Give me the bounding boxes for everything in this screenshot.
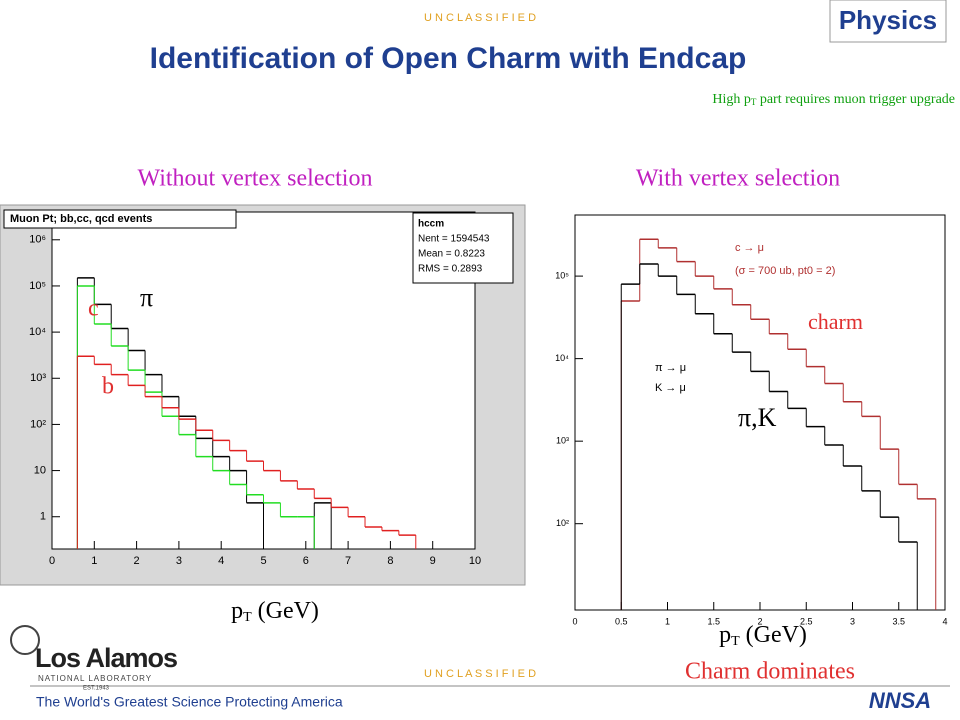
caption: With vertex selection bbox=[636, 166, 840, 192]
x-tick-label: 1 bbox=[91, 555, 97, 567]
title: Identification of Open Charm with Endcap bbox=[150, 42, 747, 75]
x-tick-label: 1.5 bbox=[707, 616, 720, 626]
plot-area bbox=[51, 211, 476, 550]
x-tick-label: 4 bbox=[218, 555, 224, 567]
x-tick-label: 0 bbox=[49, 555, 55, 567]
y-tick-label: 1 bbox=[40, 511, 46, 523]
plot-title: Muon Pt; bb,cc, qcd events bbox=[10, 213, 152, 225]
x-tick-label: 7 bbox=[345, 555, 351, 567]
x-tick-label: 0.5 bbox=[615, 616, 628, 626]
y-tick-label: 10⁶ bbox=[29, 234, 46, 246]
label-text: p bbox=[719, 622, 731, 648]
x-tick-label: 2.5 bbox=[800, 616, 813, 626]
y-tick-label: 10³ bbox=[30, 372, 46, 384]
y-tick-label: 10² bbox=[30, 418, 46, 430]
label-text: (GeV) bbox=[740, 622, 807, 648]
x-tick-label: 9 bbox=[430, 555, 436, 567]
tagline: The World's Greatest Science Protecting … bbox=[36, 694, 343, 710]
y-tick-label: 10² bbox=[556, 518, 569, 528]
x-tick-label: 10 bbox=[469, 555, 481, 567]
classification: U N C L A S S I F I E D bbox=[424, 12, 536, 24]
note-text: High p bbox=[712, 92, 751, 107]
x-tick-label: 2 bbox=[134, 555, 140, 567]
x-axis-label: pT (GeV) bbox=[719, 622, 807, 650]
label-sub: T bbox=[243, 610, 252, 625]
x-tick-label: 4 bbox=[942, 616, 947, 626]
label-sub: T bbox=[731, 634, 740, 649]
series-label: charm bbox=[808, 309, 863, 334]
y-tick-label: 10³ bbox=[556, 436, 569, 446]
stats-line: hccm bbox=[418, 219, 444, 230]
stats-line: Nent = 1594543 bbox=[418, 234, 490, 245]
label-text: (GeV) bbox=[252, 598, 319, 624]
note-sub: T bbox=[751, 97, 757, 107]
classification: U N C L A S S I F I E D bbox=[424, 668, 536, 680]
note: High pT part requires muon trigger upgra… bbox=[712, 92, 955, 107]
x-tick-label: 6 bbox=[303, 555, 309, 567]
x-tick-label: 2 bbox=[757, 616, 762, 626]
stats-box bbox=[412, 212, 514, 284]
y-tick-label: 10 bbox=[34, 464, 46, 476]
caption: Without vertex selection bbox=[138, 166, 373, 192]
series-label: π bbox=[140, 283, 153, 312]
x-axis-label: pT (GeV) bbox=[231, 598, 319, 626]
conclusion: Charm dominates bbox=[685, 659, 855, 685]
plot-title-box bbox=[3, 209, 237, 229]
note-text: part requires muon trigger upgrade bbox=[756, 92, 955, 107]
legend-entry: (σ = 700 ub, pt0 = 2) bbox=[735, 265, 835, 277]
x-tick-label: 5 bbox=[260, 555, 266, 567]
y-tick-label: 10⁵ bbox=[29, 280, 46, 292]
x-tick-label: 3 bbox=[850, 616, 855, 626]
lanl-logo: Los Alamos bbox=[35, 643, 177, 673]
legend-entry: π → μ bbox=[655, 362, 686, 374]
lanl-emblem bbox=[10, 625, 40, 655]
x-tick-label: 3 bbox=[176, 555, 182, 567]
series-label: c bbox=[88, 296, 99, 322]
label-text: p bbox=[231, 598, 243, 624]
lanl-sub: NATIONAL LABORATORY bbox=[38, 674, 152, 683]
x-tick-label: 0 bbox=[572, 616, 577, 626]
lanl-est: EST.1943 bbox=[83, 686, 110, 692]
stats-line: RMS = 0.2893 bbox=[418, 264, 483, 275]
x-tick-label: 8 bbox=[387, 555, 393, 567]
physics-logo bbox=[829, 0, 947, 43]
series-label: π,K bbox=[738, 403, 777, 432]
y-tick-label: 10⁴ bbox=[29, 326, 46, 338]
series-label: b bbox=[102, 374, 114, 400]
legend-entry: c → μ bbox=[735, 242, 764, 254]
physics-logo-text: Physics bbox=[839, 5, 937, 35]
x-tick-label: 1 bbox=[665, 616, 670, 626]
legend-entry: K → μ bbox=[655, 382, 686, 394]
nnsa-logo: NNSA bbox=[869, 688, 931, 713]
stats-line: Mean = 0.8223 bbox=[418, 249, 485, 260]
y-tick-label: 10⁴ bbox=[555, 353, 569, 363]
plot-area bbox=[574, 214, 946, 611]
x-tick-label: 3.5 bbox=[892, 616, 905, 626]
y-tick-label: 10⁵ bbox=[555, 270, 569, 280]
